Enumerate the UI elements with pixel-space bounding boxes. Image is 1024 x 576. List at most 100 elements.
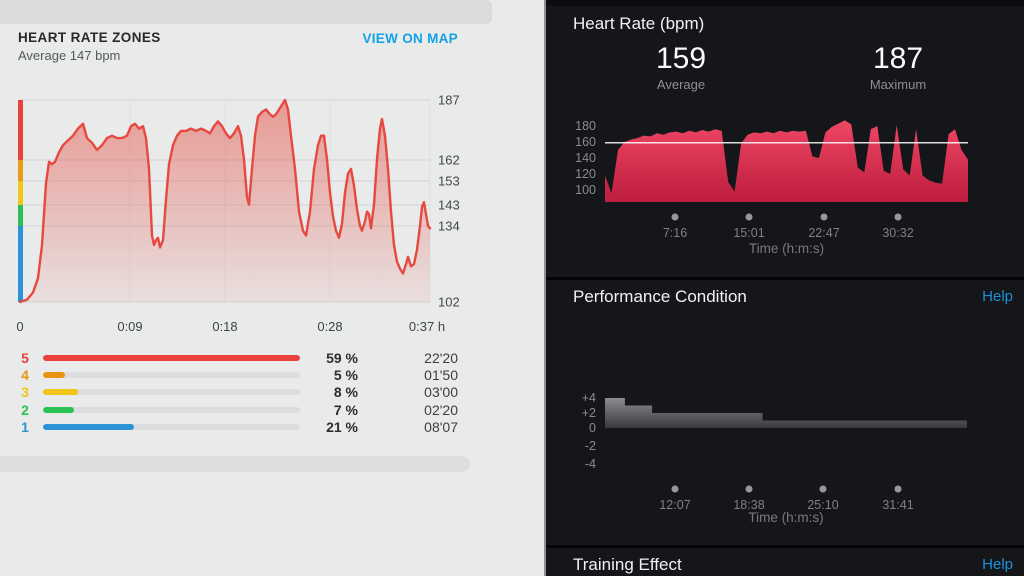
training-effect-title: Training Effect xyxy=(573,555,682,574)
x-axis-tick-dot xyxy=(894,485,902,493)
zone-row: 2 7 % 02'20 xyxy=(0,401,546,418)
zone-row: 3 8 % 03'00 xyxy=(0,384,546,401)
zone-row: 5 59 % 22'20 xyxy=(0,349,546,366)
zone-row: 4 5 % 01'50 xyxy=(0,366,546,383)
x-axis-tick-label: 0:09 xyxy=(117,319,142,334)
x-axis-tick-dot xyxy=(745,213,753,221)
y-axis-tick-label: 180 xyxy=(575,119,596,133)
zone-number: 4 xyxy=(21,366,29,383)
x-axis-tick-label: 0:18 xyxy=(212,319,237,334)
zone-bar-fill xyxy=(43,423,135,430)
zone-bar-track xyxy=(43,406,300,413)
x-axis-tick-label: 0:28 xyxy=(317,319,342,334)
x-axis-tick-label: 31:41 xyxy=(882,498,913,512)
x-axis-tick-label: 22:47 xyxy=(808,226,839,240)
zone-duration: 08'07 xyxy=(424,418,458,435)
zone-axis-segment xyxy=(18,160,23,181)
x-axis-tick-dot xyxy=(671,485,679,493)
bottom-strip xyxy=(0,456,470,472)
performance-condition-title: Performance Condition xyxy=(573,287,747,306)
training-effect-help-link[interactable]: Help xyxy=(982,556,1013,573)
zone-bar-fill xyxy=(43,389,78,396)
zone-bar-track xyxy=(43,354,300,361)
average-hr-stat: 159 Average xyxy=(601,42,761,92)
y-axis-tick-label: 162 xyxy=(438,153,460,168)
performance-condition-help-link[interactable]: Help xyxy=(982,288,1013,305)
x-axis-tick-label: 12:07 xyxy=(659,498,690,512)
zone-duration: 02'20 xyxy=(424,401,458,418)
zone-axis-segment xyxy=(18,181,23,205)
y-axis-tick-label: +2 xyxy=(582,406,596,420)
zone-duration: 22'20 xyxy=(424,349,458,366)
zone-duration: 01'50 xyxy=(424,366,458,383)
average-hr-value: 159 xyxy=(655,42,707,75)
x-axis-title: Time (h:m:s) xyxy=(748,510,823,525)
x-axis-tick-label: 15:01 xyxy=(733,226,764,240)
y-axis-tick-label: 153 xyxy=(438,174,460,189)
zone-number: 2 xyxy=(21,401,29,418)
y-axis-tick-label: -2 xyxy=(585,439,596,453)
y-axis-tick-label: 102 xyxy=(438,295,460,310)
x-axis-tick-label: 0:37 h xyxy=(409,319,445,334)
zone-number: 1 xyxy=(21,418,29,435)
heart-rate-area xyxy=(20,100,430,302)
y-axis-tick-label: 140 xyxy=(575,151,596,165)
x-axis-tick-label: 25:10 xyxy=(807,498,838,512)
performance-condition-area xyxy=(605,398,967,428)
zone-bar-fill xyxy=(43,406,74,413)
view-on-map-link[interactable]: VIEW ON MAP xyxy=(362,31,458,46)
x-axis-tick-dot xyxy=(745,485,753,493)
zone-duration: 03'00 xyxy=(424,384,458,401)
x-axis-tick-label: 18:38 xyxy=(733,498,764,512)
x-axis-tick-dot xyxy=(820,213,828,221)
x-axis-tick-dot xyxy=(894,213,902,221)
heart-rate-zones-chart: 187 162 153 143 134 102 0 0:09 0:18 0:28 0:37 h xyxy=(16,93,460,335)
section-divider xyxy=(546,545,1024,548)
y-axis-tick-label: 143 xyxy=(438,198,460,213)
x-axis-tick-label: 30:32 xyxy=(882,226,913,240)
heart-rate-line xyxy=(18,98,432,304)
x-axis-tick-label: 0 xyxy=(16,319,23,334)
y-axis-tick-label: 0 xyxy=(589,421,596,435)
x-axis-title: Time (h:m:s) xyxy=(749,241,824,256)
zone-axis-segment xyxy=(18,100,23,160)
zone-row: 1 21 % 08'07 xyxy=(0,418,546,435)
y-axis-tick-label: +4 xyxy=(582,391,596,405)
maximum-hr-value: 187 xyxy=(872,42,924,75)
zone-percent: 21 % xyxy=(326,418,358,435)
x-axis-tick-label: 7:16 xyxy=(663,226,687,240)
zone-percent: 7 % xyxy=(333,401,358,418)
panel-title: HEART RATE ZONES xyxy=(18,30,161,45)
zone-percent: 8 % xyxy=(333,384,358,401)
maximum-hr-stat: 187 Maximum xyxy=(818,42,978,92)
zone-percent: 5 % xyxy=(333,366,358,383)
y-axis-tick-label: 100 xyxy=(575,183,596,197)
average-hr-label: Average xyxy=(656,77,706,92)
zone-number: 5 xyxy=(21,349,29,366)
heart-rate-zones-panel: 187 162 153 143 134 102 0 0:09 0:18 0:28 0:37 h HE… xyxy=(0,0,546,576)
maximum-hr-label: Maximum xyxy=(869,77,927,92)
x-axis-tick-dot xyxy=(671,213,679,221)
activity-detail-panel: 180 160 140 120 100 7:16 15:01 22:47 30:32 Time (… xyxy=(546,0,1024,576)
y-axis-tick-label: 187 xyxy=(438,93,460,108)
zone-bar-fill xyxy=(43,371,65,378)
zone-axis-segment xyxy=(18,226,23,302)
zone-percent: 59 % xyxy=(326,349,358,366)
section-divider xyxy=(546,277,1024,280)
zone-bar-track xyxy=(43,389,300,396)
panel-subtitle: Average 147 bpm xyxy=(18,48,121,63)
y-axis-tick-label: 160 xyxy=(575,135,596,149)
zone-axis-segment xyxy=(18,205,23,226)
y-axis-tick-label: 134 xyxy=(438,219,460,234)
zone-bar-track xyxy=(43,371,300,378)
hr-detail-area xyxy=(605,120,968,202)
y-axis-tick-label: -4 xyxy=(585,457,596,471)
top-strip xyxy=(0,0,492,24)
zone-bar-fill xyxy=(43,354,300,361)
y-axis-tick-label: 120 xyxy=(575,167,596,181)
zone-number: 3 xyxy=(21,384,29,401)
x-axis-tick-dot xyxy=(819,485,827,493)
heart-rate-section-title: Heart Rate (bpm) xyxy=(573,14,705,33)
zone-list: 5 59 % 22'20 4 5 % 01'50 3 8 % 03'00 2 7 % 02'20 1 21… xyxy=(0,349,546,435)
